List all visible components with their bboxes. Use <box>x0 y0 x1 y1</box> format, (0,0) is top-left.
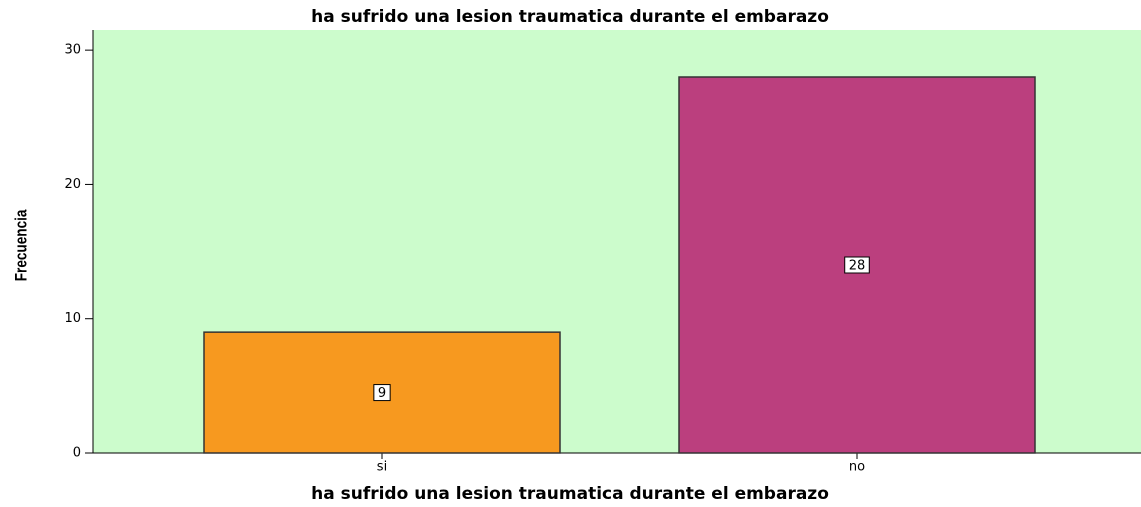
x-tick-label: no <box>849 460 865 475</box>
chart-title: ha sufrido una lesion traumatica durante… <box>311 7 829 27</box>
y-tick-label: 10 <box>64 311 81 326</box>
value-label-box <box>373 384 391 402</box>
x-tick-label: si <box>377 460 387 475</box>
y-axis-label: Frecuencia <box>12 209 31 281</box>
value-label: 9 <box>378 386 386 401</box>
x-axis-label: ha sufrido una lesion traumatica durante… <box>311 484 829 503</box>
y-tick-label: 0 <box>73 446 81 461</box>
value-label-box <box>844 256 870 274</box>
y-tick-label: 30 <box>64 43 81 58</box>
value-label: 28 <box>849 259 866 274</box>
y-tick-label: 20 <box>64 177 81 192</box>
